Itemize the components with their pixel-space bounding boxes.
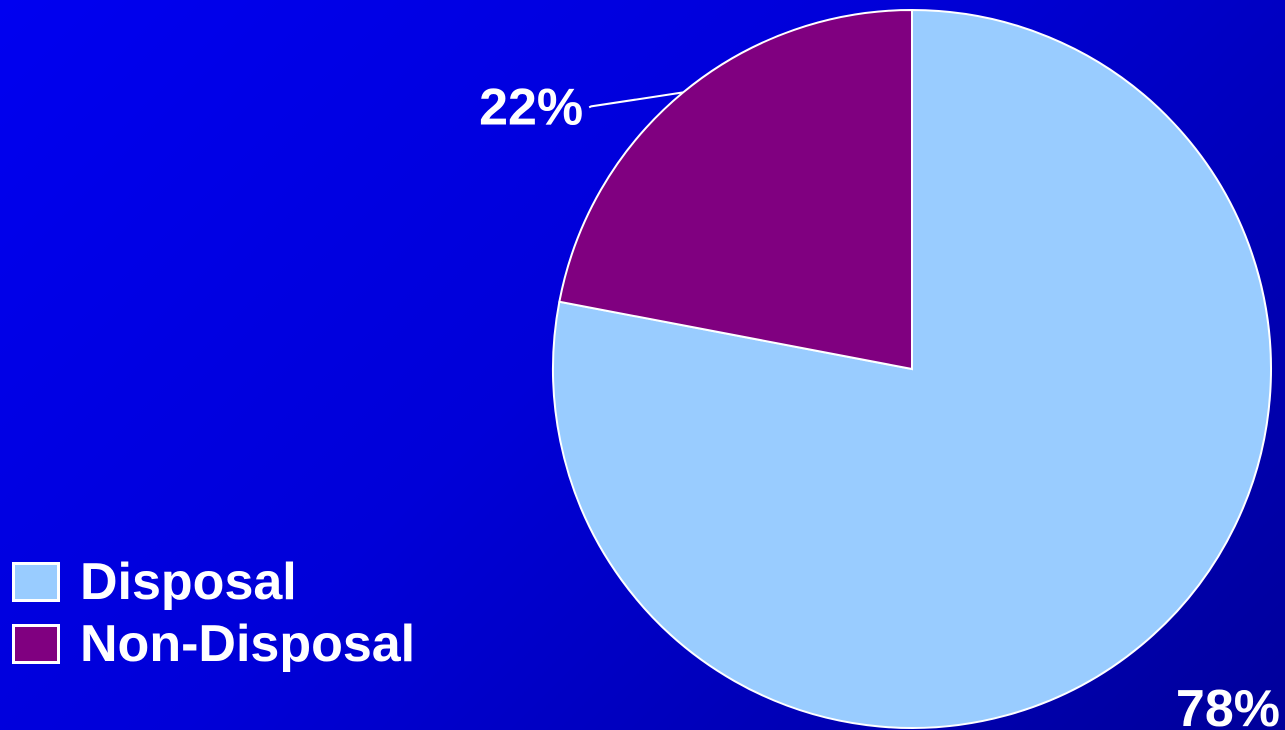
data-label-disposal: 78% (1176, 680, 1280, 730)
legend-label-non-disposal: Non-Disposal (80, 615, 416, 673)
leader-line-non-disposal (588, 91, 684, 109)
data-label-non-disposal: 22% (479, 78, 583, 136)
pie-slices (552, 8, 1272, 729)
pie-slice-non-disposal (558, 8, 913, 371)
legend-item-non-disposal: Non-Disposal (12, 616, 415, 672)
data-labels: 78% 22% (479, 78, 1280, 730)
legend-swatch-non-disposal (12, 624, 60, 664)
legend-item-disposal: Disposal (12, 554, 415, 610)
legend: Disposal Non-Disposal (12, 554, 415, 678)
leader-lines (588, 91, 684, 109)
legend-swatch-disposal (12, 562, 60, 602)
legend-label-disposal: Disposal (80, 553, 297, 611)
